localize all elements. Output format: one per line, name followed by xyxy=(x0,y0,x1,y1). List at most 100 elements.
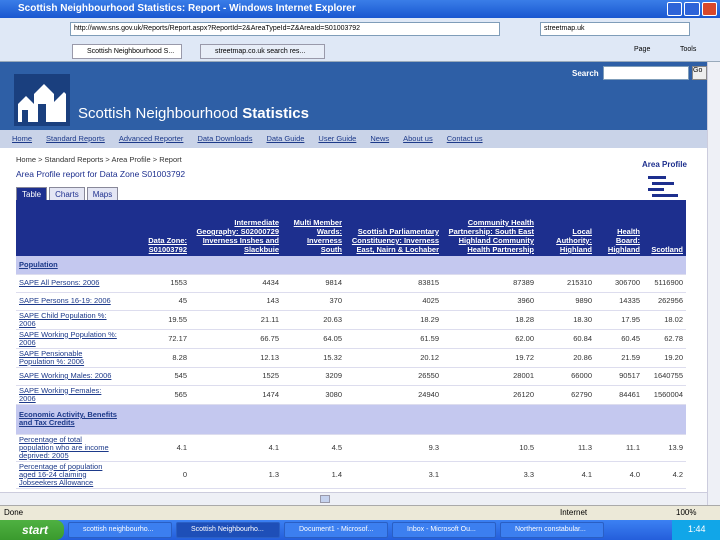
data-row: SAPE Working Females: 2006 565 1474 3080 249… xyxy=(16,385,686,405)
search-label: Search xyxy=(572,69,599,78)
taskbar: start scottish neighbourho... Scottish Ne… xyxy=(0,520,720,540)
section-fill xyxy=(442,256,537,275)
cell: 66.75 xyxy=(190,329,282,349)
section-fill xyxy=(643,404,686,435)
browser-tab[interactable]: Scottish Neighbourhood S... xyxy=(72,44,182,59)
nav-link[interactable]: User Guide xyxy=(318,134,357,143)
cell: 3.3 xyxy=(442,461,537,489)
cell: 18.29 xyxy=(345,310,442,330)
cell: 18.02 xyxy=(643,310,686,330)
address-bar[interactable]: http://www.sns.gov.uk/Reports/Report.asp… xyxy=(70,22,500,36)
cell: 13.9 xyxy=(643,434,686,462)
row-label[interactable]: Percentage of total population who are i… xyxy=(16,434,120,462)
cell: 20.12 xyxy=(345,348,442,368)
cell: 1.3 xyxy=(190,461,282,489)
row-label[interactable]: SAPE Pensionable Population %: 2006 xyxy=(16,348,120,368)
cell: 60.84 xyxy=(537,329,595,349)
task-button[interactable]: scottish neighbourho... xyxy=(68,522,172,538)
cell: 3.1 xyxy=(345,461,442,489)
cell: 3960 xyxy=(442,292,537,311)
data-row: SAPE Child Population %: 2006 19.55 21.11 2… xyxy=(16,310,686,330)
nav-link[interactable]: News xyxy=(370,134,390,143)
cell: 8.28 xyxy=(120,348,190,368)
row-label[interactable]: Percentage of population aged 16-24 clai… xyxy=(16,461,120,489)
row-label[interactable]: SAPE Working Males: 2006 xyxy=(16,367,120,386)
cell: 62.00 xyxy=(442,329,537,349)
cell: 20.63 xyxy=(282,310,345,330)
row-label[interactable]: SAPE All Persons: 2006 xyxy=(16,274,120,293)
column-header[interactable]: Scottish Parliamentary Constituency: Inv… xyxy=(345,200,442,256)
nav-link[interactable]: Home xyxy=(12,134,33,143)
clock: 1:44 xyxy=(672,520,720,540)
column-header[interactable]: Scotland xyxy=(643,200,686,256)
nav-link[interactable]: Standard Reports xyxy=(46,134,105,143)
cell: 215310 xyxy=(537,274,595,293)
start-button[interactable]: start xyxy=(0,520,64,540)
section-title[interactable]: Population xyxy=(16,256,120,275)
task-button[interactable]: Scottish Neighbourho... xyxy=(176,522,280,538)
vertical-scrollbar[interactable] xyxy=(707,62,720,505)
data-row: SAPE Pensionable Population %: 2006 8.28 1… xyxy=(16,348,686,368)
zoom-level[interactable]: 100% xyxy=(676,508,697,517)
data-row: SAPE All Persons: 2006 1553 4434 9814 83815 8… xyxy=(16,274,686,293)
window-buttons[interactable] xyxy=(667,2,717,16)
page-menu[interactable]: Page xyxy=(634,46,651,53)
site-search[interactable] xyxy=(603,66,689,80)
row-label[interactable]: SAPE Persons 16-19: 2006 xyxy=(16,292,120,311)
cell: 545 xyxy=(120,367,190,386)
section-title[interactable]: Economic Activity, Benefits and Tax Cred… xyxy=(16,404,120,435)
column-header[interactable]: Intermediate Geography: S02000729 Invern… xyxy=(190,200,282,256)
row-label[interactable]: SAPE Working Population %: 2006 xyxy=(16,329,120,349)
report-heading: Area Profile report for Data Zone S01003… xyxy=(16,169,186,179)
section-fill xyxy=(120,256,190,275)
breadcrumb: Home > Standard Reports > Area Profile >… xyxy=(16,155,182,164)
task-button[interactable]: Northern constabular... xyxy=(500,522,604,538)
browser-tab[interactable]: streetmap.co.uk search res... xyxy=(200,44,325,59)
cell: 143 xyxy=(190,292,282,311)
section-fill xyxy=(190,256,282,275)
cell: 45 xyxy=(120,292,190,311)
row-label[interactable]: SAPE Child Population %: 2006 xyxy=(16,310,120,330)
cell: 370 xyxy=(282,292,345,311)
section-fill xyxy=(120,404,190,435)
nav-link[interactable]: About us xyxy=(403,134,433,143)
cell: 72.17 xyxy=(120,329,190,349)
cell: 9814 xyxy=(282,274,345,293)
view-tabs: Table Charts Maps xyxy=(16,187,119,201)
nav-link[interactable]: Contact us xyxy=(446,134,483,143)
horizontal-scrollbar[interactable] xyxy=(0,492,707,505)
logo-icon xyxy=(14,74,70,126)
cell: 565 xyxy=(120,385,190,405)
cell: 18.30 xyxy=(537,310,595,330)
cell: 262956 xyxy=(643,292,686,311)
task-button[interactable]: Inbox - Microsoft Ou... xyxy=(392,522,496,538)
nav-link[interactable]: Data Guide xyxy=(266,134,305,143)
column-header[interactable]: Data Zone: S01003792 xyxy=(120,200,190,256)
column-header[interactable]: Local Authority: Highland xyxy=(537,200,595,256)
tools-menu[interactable]: Tools xyxy=(680,46,697,53)
cell: 11.1 xyxy=(595,434,643,462)
search-box[interactable]: streetmap.uk xyxy=(540,22,690,36)
task-button[interactable]: Document1 - Microsof... xyxy=(284,522,388,538)
view-tab[interactable]: Maps xyxy=(86,187,119,201)
column-header[interactable]: Multi Member Wards: Inverness South xyxy=(282,200,345,256)
section-row: Economic Activity, Benefits and Tax Cred… xyxy=(16,404,686,435)
view-tab[interactable]: Charts xyxy=(49,187,85,201)
search-go[interactable]: Go xyxy=(692,66,707,80)
logo-bold: Statistics xyxy=(242,105,309,122)
column-header[interactable]: Community Health Partnership: South East… xyxy=(442,200,537,256)
section-fill xyxy=(345,256,442,275)
data-row: SAPE Working Population %: 2006 72.17 66.7… xyxy=(16,329,686,349)
nav-link[interactable]: Data Downloads xyxy=(197,134,253,143)
cell: 4.1 xyxy=(537,461,595,489)
nav-link[interactable]: Advanced Reporter xyxy=(118,134,184,143)
cell: 19.72 xyxy=(442,348,537,368)
view-tab[interactable]: Table xyxy=(16,187,48,201)
scroll-thumb[interactable] xyxy=(320,495,330,503)
task-list: scottish neighbourho... Scottish Neighbou… xyxy=(64,522,604,538)
section-fill xyxy=(190,404,282,435)
column-header[interactable]: Health Board: Highland xyxy=(595,200,643,256)
cell: 0 xyxy=(120,461,190,489)
cell: 90517 xyxy=(595,367,643,386)
row-label[interactable]: SAPE Working Females: 2006 xyxy=(16,385,120,405)
